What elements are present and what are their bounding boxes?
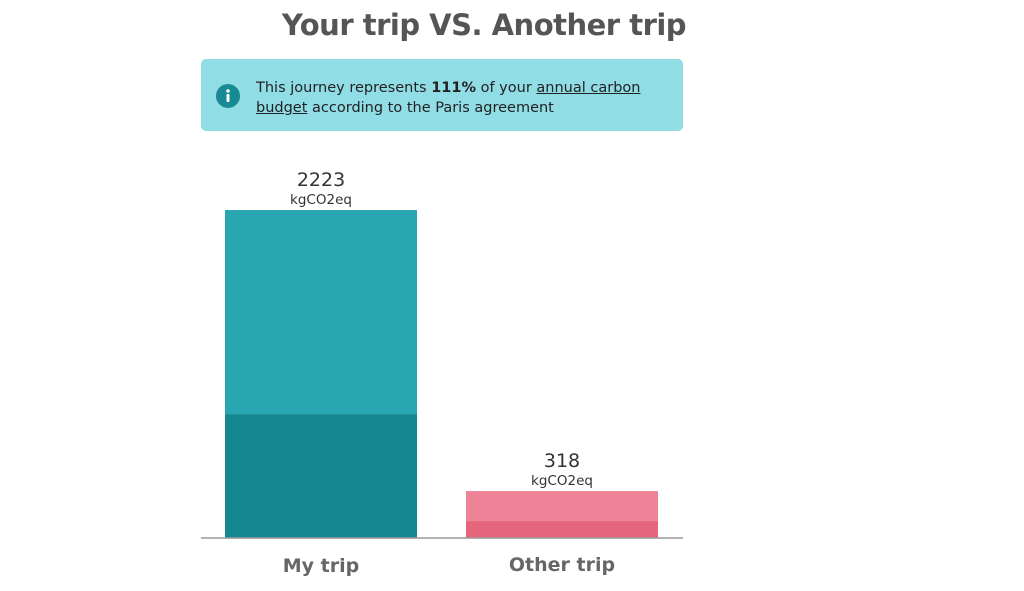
unit-label: kgCO2eq — [531, 473, 593, 489]
value-label: 318 — [544, 450, 580, 472]
x-tick-label: Other trip — [509, 554, 615, 576]
unit-label: kgCO2eq — [290, 192, 352, 208]
bar-segment — [225, 210, 417, 415]
text: This journey represents — [256, 80, 432, 96]
chart-title: Your trip VS. Another trip — [281, 8, 687, 42]
bar-segment — [466, 491, 658, 522]
text: of your — [475, 80, 537, 96]
info-box: This journey represents 111% of your ann… — [201, 59, 683, 131]
bar-segment — [225, 414, 417, 538]
text: according to the Paris agreement — [307, 100, 554, 116]
link[interactable]: annual carbon budget — [256, 80, 641, 116]
info-text: This journey represents 111% of your ann… — [256, 78, 656, 118]
value-label: 2223 — [297, 169, 345, 191]
info-icon — [216, 84, 240, 108]
percent: 111% — [431, 80, 476, 96]
bar-segment — [466, 521, 658, 538]
x-tick-label: My trip — [283, 555, 359, 577]
